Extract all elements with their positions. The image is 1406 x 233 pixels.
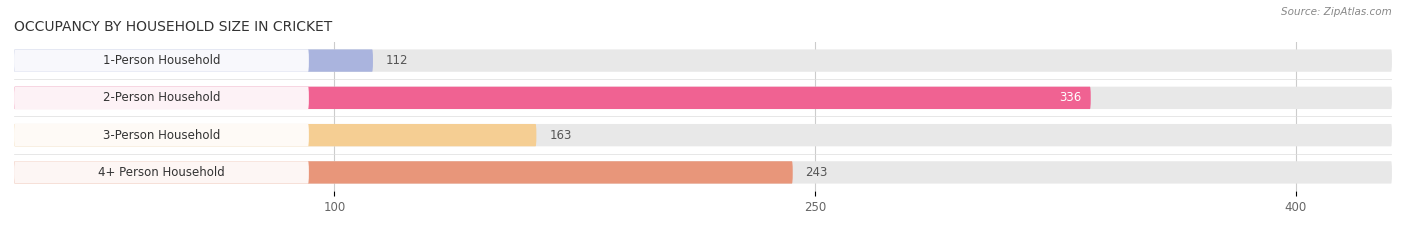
FancyBboxPatch shape xyxy=(14,161,793,184)
FancyBboxPatch shape xyxy=(14,124,536,146)
Text: 112: 112 xyxy=(385,54,408,67)
FancyBboxPatch shape xyxy=(14,87,1392,109)
FancyBboxPatch shape xyxy=(14,49,373,72)
FancyBboxPatch shape xyxy=(14,87,309,109)
Text: 243: 243 xyxy=(806,166,828,179)
Text: 4+ Person Household: 4+ Person Household xyxy=(98,166,225,179)
Text: 163: 163 xyxy=(550,129,572,142)
Text: Source: ZipAtlas.com: Source: ZipAtlas.com xyxy=(1281,7,1392,17)
FancyBboxPatch shape xyxy=(14,87,1091,109)
Text: OCCUPANCY BY HOUSEHOLD SIZE IN CRICKET: OCCUPANCY BY HOUSEHOLD SIZE IN CRICKET xyxy=(14,20,332,34)
FancyBboxPatch shape xyxy=(14,124,309,146)
Text: 336: 336 xyxy=(1059,91,1081,104)
FancyBboxPatch shape xyxy=(14,49,1392,72)
FancyBboxPatch shape xyxy=(14,161,1392,184)
Text: 3-Person Household: 3-Person Household xyxy=(103,129,221,142)
FancyBboxPatch shape xyxy=(14,124,1392,146)
FancyBboxPatch shape xyxy=(14,49,309,72)
Text: 2-Person Household: 2-Person Household xyxy=(103,91,221,104)
FancyBboxPatch shape xyxy=(14,161,309,184)
Text: 1-Person Household: 1-Person Household xyxy=(103,54,221,67)
